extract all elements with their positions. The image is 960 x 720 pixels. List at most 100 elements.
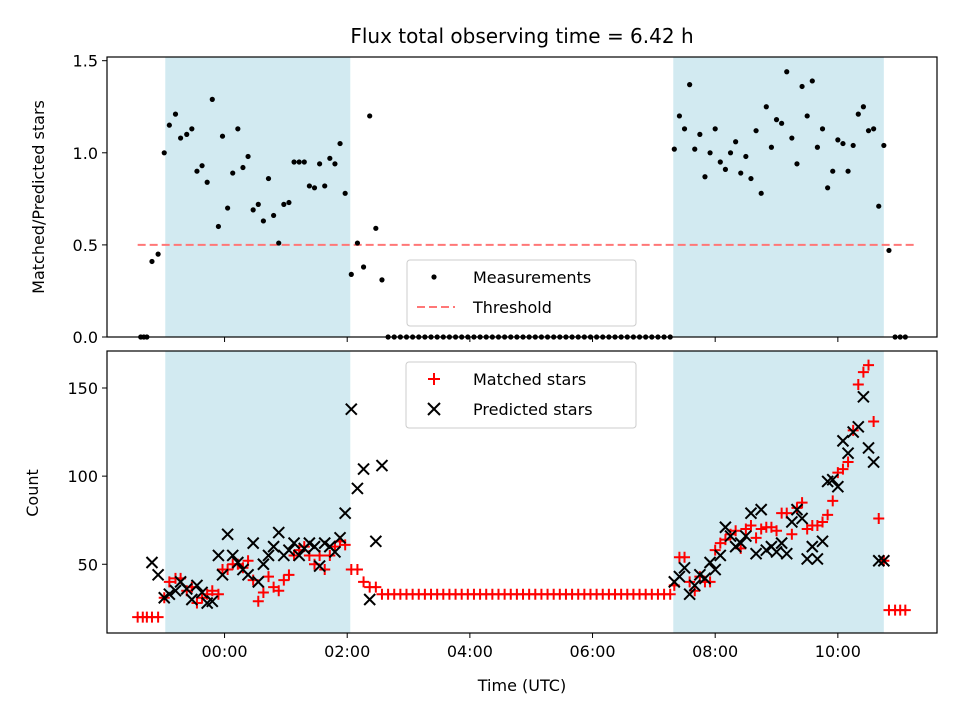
- matched-star-marker: [163, 576, 175, 588]
- measurement-point: [784, 69, 790, 75]
- measurement-point: [855, 111, 861, 117]
- measurement-point: [327, 155, 333, 161]
- predicted-star-marker: [800, 552, 814, 566]
- predicted-star-marker: [877, 554, 891, 567]
- legend-marker-predicted-stars: [427, 402, 441, 416]
- measurement-point: [809, 78, 815, 84]
- predicted-star-marker: [806, 540, 819, 553]
- measurement-point: [722, 166, 729, 172]
- matched-star-marker: [857, 366, 869, 378]
- x-tick-label: 06:00: [569, 642, 615, 661]
- measurement-point: [687, 82, 693, 88]
- predicted-star-marker: [151, 568, 165, 582]
- predicted-star-marker: [272, 526, 285, 539]
- predicted-star-marker: [831, 480, 845, 493]
- predicted-star-marker: [714, 549, 727, 562]
- predicted-star-marker: [703, 556, 717, 569]
- measurement-point: [712, 126, 718, 132]
- predicted-star-marker: [841, 447, 855, 460]
- measurement-point: [773, 117, 780, 123]
- measurement-point: [850, 142, 856, 149]
- matched-star-marker: [689, 585, 701, 597]
- matched-star-marker: [684, 576, 696, 588]
- predicted-star-marker: [190, 579, 204, 592]
- measurement-point: [360, 264, 367, 270]
- measurement-point: [789, 135, 795, 141]
- measurement-point: [743, 153, 749, 160]
- predicted-star-marker: [163, 588, 176, 601]
- predicted-star-marker: [826, 473, 839, 486]
- matched-star-marker: [358, 576, 370, 588]
- predicted-star-marker: [872, 554, 885, 567]
- predicted-star-marker: [221, 528, 234, 541]
- measurement-point: [692, 146, 698, 152]
- predicted-star-marker: [292, 549, 306, 562]
- predicted-star-marker: [246, 536, 260, 550]
- measurement-point: [871, 126, 877, 132]
- matched-star-marker: [899, 604, 911, 616]
- measurement-point: [204, 179, 210, 185]
- predicted-star-marker: [811, 552, 824, 566]
- measurement-point: [255, 201, 261, 207]
- measurement-point: [748, 175, 754, 182]
- measurement-point: [245, 153, 251, 160]
- predicted-star-marker: [282, 543, 296, 557]
- predicted-star-marker: [749, 547, 763, 560]
- measurement-point: [671, 146, 677, 152]
- matched-star-marker: [206, 585, 218, 597]
- shaded-region: [673, 57, 884, 337]
- top-y-axis-ticks: 0.0 0.5 1.0 1.5: [73, 52, 107, 347]
- measurement-point: [354, 240, 361, 246]
- matched-star-marker: [339, 539, 351, 551]
- top-legend-box: [406, 259, 637, 327]
- predicted-star-marker: [252, 575, 265, 589]
- matched-star-marker: [324, 549, 336, 561]
- measurement-point: [177, 135, 184, 141]
- y-tick-label: 150: [67, 379, 98, 398]
- measurement-point: [317, 161, 323, 167]
- matched-star-marker: [283, 569, 295, 581]
- matched-star-marker: [257, 586, 269, 598]
- matched-star-marker: [191, 597, 203, 609]
- matched-star-marker: [863, 359, 875, 371]
- matched-star-marker: [319, 564, 331, 576]
- measurement-point: [209, 96, 215, 102]
- legend-label-predicted-stars: Predicted stars: [473, 400, 593, 419]
- measurement-point: [184, 131, 190, 137]
- matched-star-marker: [822, 509, 834, 521]
- matched-star-marker: [212, 588, 224, 600]
- measurement-point: [271, 212, 277, 219]
- predicted-star-marker: [683, 588, 696, 601]
- measurement-point: [738, 170, 744, 176]
- measurement-point: [230, 170, 236, 176]
- predicted-star-marker: [375, 459, 389, 472]
- predicted-star-marker: [206, 595, 219, 608]
- matched-star-marker: [771, 525, 783, 537]
- measurement-point: [733, 139, 739, 145]
- predicted-star-marker: [775, 536, 788, 550]
- measurement-point: [189, 126, 195, 132]
- predicted-star-marker: [333, 531, 347, 545]
- matched-star-marker: [847, 424, 859, 436]
- y-tick-label: 100: [67, 467, 98, 486]
- measurement-point: [876, 203, 882, 209]
- predicted-star-marker: [795, 512, 809, 525]
- measurement-point: [799, 83, 805, 90]
- predicted-star-marker: [216, 568, 229, 582]
- measurement-point: [881, 142, 887, 149]
- measurement-point: [676, 113, 683, 119]
- predicted-star-marker: [754, 503, 768, 516]
- matched-star-marker: [750, 532, 762, 544]
- measurement-point: [265, 175, 272, 182]
- measurement-point: [860, 104, 867, 110]
- predicted-star-marker: [739, 529, 753, 543]
- measurement-point: [225, 205, 231, 211]
- matched-star-marker: [786, 528, 798, 540]
- bottom-x-axis-label: Time (UTC): [477, 676, 566, 695]
- measurement-point: [149, 258, 155, 265]
- bottom-plot-series: [132, 359, 911, 623]
- measurement-point: [865, 128, 872, 134]
- measurement-point: [322, 183, 328, 189]
- matched-star-marker: [152, 611, 164, 623]
- measurement-point: [707, 150, 713, 156]
